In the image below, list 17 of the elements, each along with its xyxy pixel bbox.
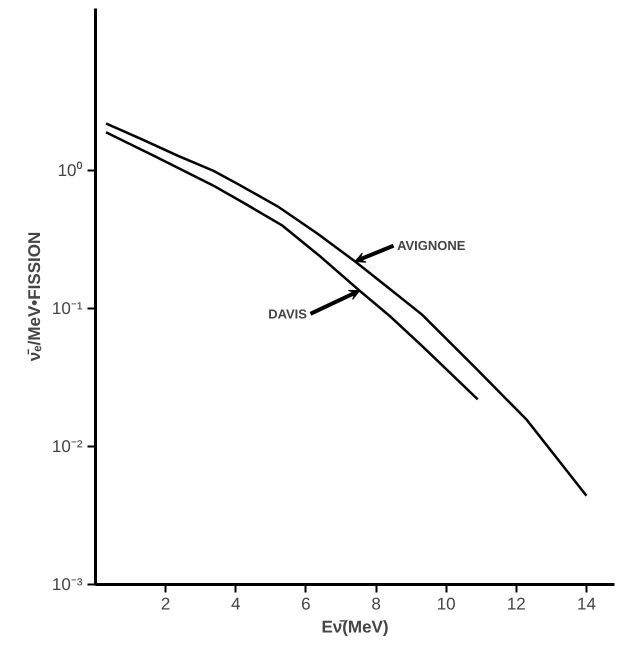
y-tick-label: 10⁰ [58,161,83,180]
x-tick-label: 8 [371,594,381,614]
y-tick-label: 10⁻¹ [52,299,83,318]
y-tick-label: 10⁻³ [52,575,83,594]
annotation: AVIGNONE [397,238,466,254]
x-tick-label: 12 [506,594,526,614]
line-series [104,131,479,401]
x-tick-label: 10 [436,594,456,614]
x-tick-label: 6 [301,594,311,614]
y-tick-label: 10⁻² [52,437,83,456]
x-axis-title: Eν̄(MeV) [321,618,389,636]
line-series [104,122,588,497]
annotation: DAVIS [268,306,308,322]
x-tick-label: 4 [231,594,241,614]
x-tick-label: 14 [576,594,596,614]
y-axis-title: ν̄ₑ/MeV•FISSION [24,232,44,362]
x-tick-label: 2 [160,594,170,614]
